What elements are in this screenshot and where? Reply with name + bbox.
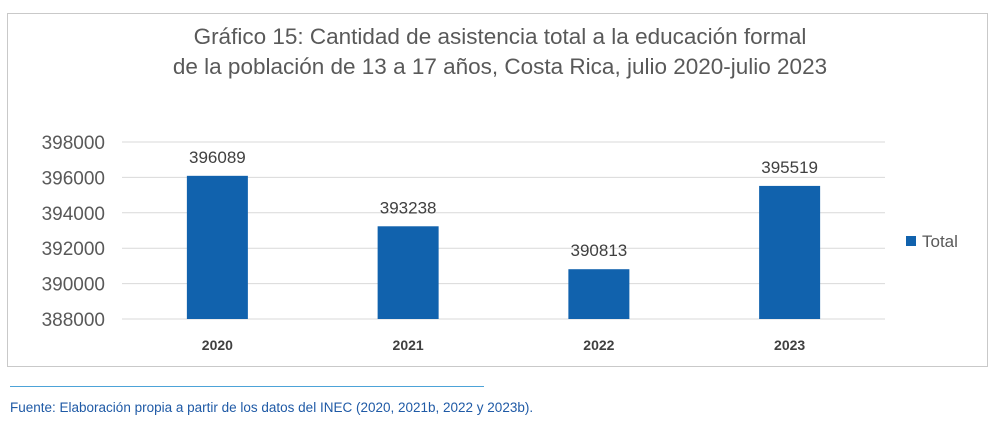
bar [568,269,630,319]
data-label: 390813 [571,241,628,260]
source-note: Fuente: Elaboración propia a partir de l… [10,400,534,415]
y-tick-label: 394000 [42,204,105,225]
chart-title: Gráfico 15: Cantidad de asistencia total… [193,24,807,49]
y-tick-label: 388000 [42,310,105,331]
bar [759,185,821,319]
x-tick-label: 2023 [774,337,805,353]
footer-rule [10,386,484,387]
data-label: 395519 [761,158,818,177]
bar [377,226,439,319]
chart-subtitle: de la población de 13 a 17 años, Costa R… [172,54,828,79]
data-label: 396089 [189,148,246,167]
x-tick-label: 2022 [583,337,614,353]
bar [186,175,248,319]
legend-swatch [906,236,916,246]
y-tick-label: 392000 [42,239,105,260]
x-tick-label: 2021 [393,337,424,353]
y-tick-label: 396000 [42,168,105,189]
chart-title-block: Gráfico 15: Cantidad de asistencia total… [0,22,1000,82]
x-tick-label: 2020 [202,337,233,353]
y-tick-label: 398000 [42,133,105,154]
data-label: 393238 [380,198,437,217]
chart-frame [7,13,988,367]
y-tick-label: 390000 [42,275,105,296]
legend-label: Total [922,232,958,251]
